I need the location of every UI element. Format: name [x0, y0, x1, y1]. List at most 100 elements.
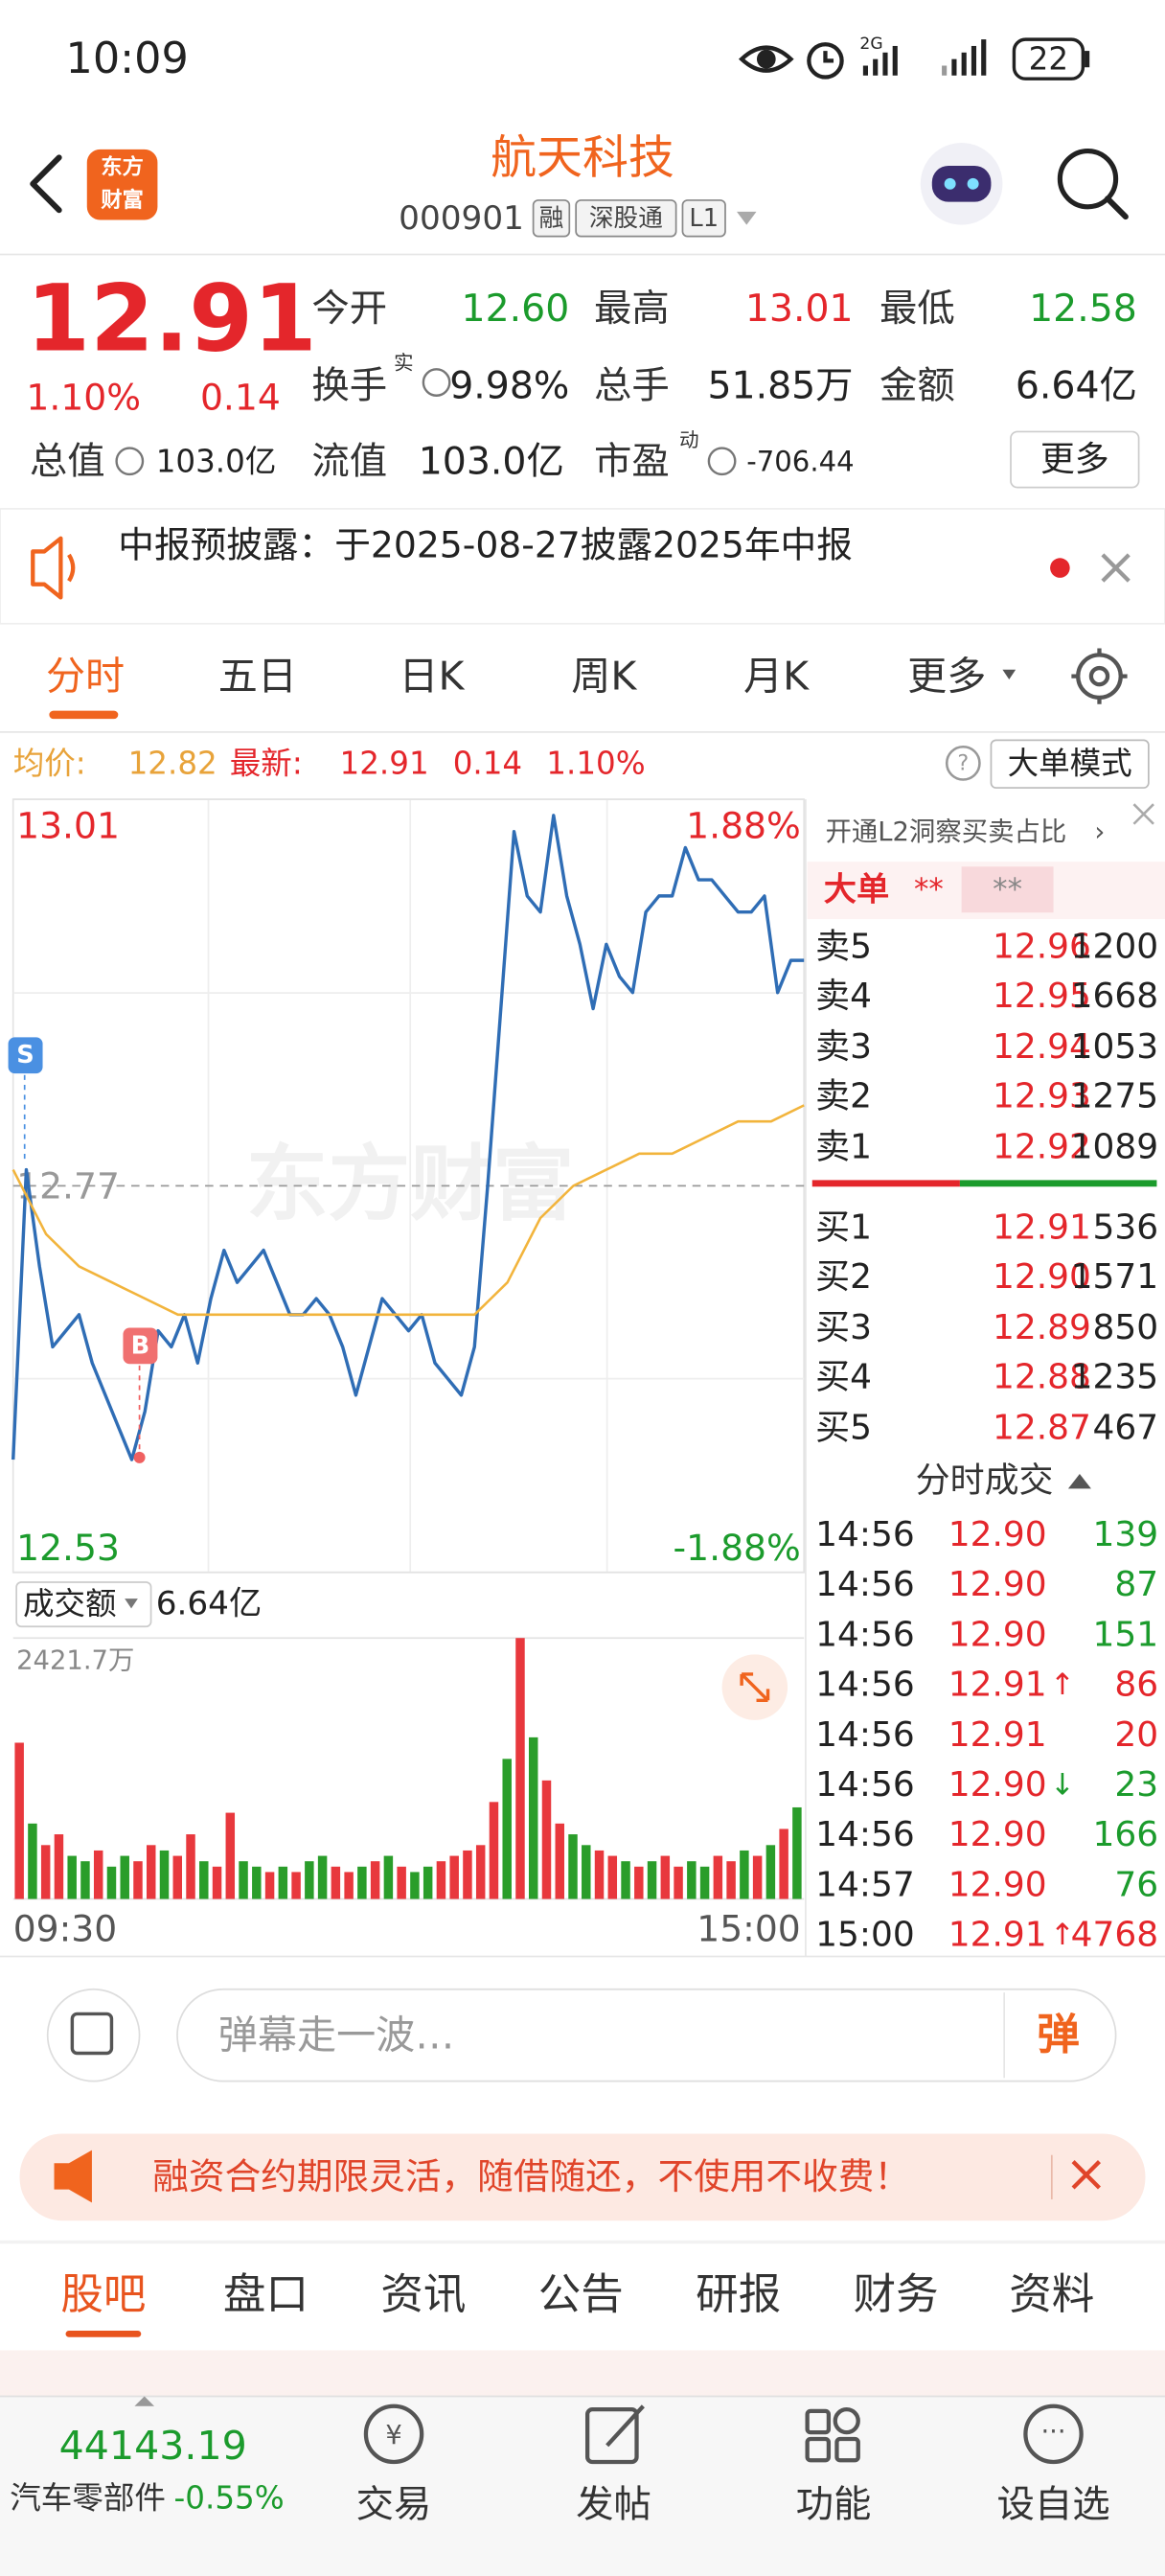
- volume-bar: [278, 1866, 288, 1899]
- badge: [575, 199, 677, 238]
- volume-bar: [14, 1742, 24, 1899]
- gear-teeth: [1071, 648, 1128, 704]
- average-line: [11, 1104, 805, 1317]
- quote-value: 103.0亿: [156, 443, 277, 479]
- assistant-icon[interactable]: [920, 143, 1003, 225]
- trade-price: 12.90: [948, 1865, 1047, 1904]
- nav-item[interactable]: 发帖: [576, 2483, 651, 2527]
- volume-bar: [172, 1855, 182, 1899]
- y2-tick-label: 1.88%: [686, 804, 801, 846]
- nav-item[interactable]: 交易: [356, 2483, 432, 2527]
- battery-level: 22: [1029, 41, 1068, 78]
- volume-bar: [383, 1855, 394, 1899]
- settings-icon[interactable]: [1071, 648, 1128, 704]
- masked-box[interactable]: [961, 866, 1054, 913]
- book-price: 12.88: [993, 1357, 1091, 1396]
- tab[interactable]: 日K: [399, 654, 465, 700]
- ad-banner[interactable]: [19, 2133, 1146, 2221]
- volume-bar: [647, 1861, 657, 1899]
- divider: [0, 2240, 1165, 2244]
- book-price: 12.96: [993, 928, 1091, 967]
- quote-sup: 动: [679, 428, 699, 451]
- trades-title[interactable]: 分时成交: [916, 1460, 1054, 1500]
- volume-bar: [687, 1861, 697, 1899]
- sub-tab[interactable]: 研报: [696, 2270, 781, 2319]
- info-icon[interactable]: [115, 447, 145, 476]
- book-volume: 1200: [1071, 928, 1159, 967]
- sector-name: 汽车零部件: [10, 2480, 166, 2517]
- badge-text: 融: [539, 204, 564, 233]
- y-tick-label: 12.77: [16, 1164, 120, 1207]
- tab[interactable]: 五日: [218, 654, 297, 700]
- volume-bar: [449, 1855, 459, 1899]
- feed-peek: [0, 2350, 1165, 2397]
- masked-value: **: [914, 872, 944, 907]
- trade-price: 12.90: [948, 1815, 1047, 1854]
- logo[interactable]: [86, 149, 158, 220]
- last-price: 12.91: [26, 264, 316, 372]
- sub-tab[interactable]: 财务: [854, 2270, 939, 2319]
- volume-bar: [239, 1861, 248, 1899]
- compose-button[interactable]: [46, 1988, 141, 2082]
- notice-text[interactable]: 中报预披露：于2025-08-27披露2025年中报: [118, 524, 853, 566]
- danmaku-button[interactable]: 弹: [1037, 2011, 1080, 2059]
- l2-promo[interactable]: 开通L2洞察买卖占比: [825, 817, 1066, 847]
- trade-volume: 86: [1114, 1666, 1158, 1705]
- signal-bar: [942, 65, 948, 76]
- sub-tab[interactable]: 股吧: [60, 2270, 146, 2319]
- volume-bar: [740, 1850, 749, 1899]
- trade-volume: 20: [1114, 1715, 1158, 1755]
- tab[interactable]: 周K: [571, 654, 637, 700]
- trade-icon: [363, 2404, 424, 2465]
- info-icon[interactable]: [422, 368, 451, 397]
- trade-time: 14:56: [815, 1515, 915, 1554]
- tab[interactable]: 分时: [46, 654, 125, 700]
- volume-selector[interactable]: [15, 1581, 152, 1628]
- index-value[interactable]: 44143.19: [59, 2423, 247, 2469]
- volume-bar: [410, 1872, 420, 1899]
- close-promo[interactable]: [1132, 803, 1154, 825]
- tab[interactable]: 更多: [907, 654, 986, 700]
- trade-time: 14:56: [815, 1765, 915, 1805]
- sub-tab[interactable]: 资料: [1009, 2270, 1094, 2319]
- dropdown-arrow[interactable]: [736, 211, 757, 225]
- sub-tab[interactable]: 资讯: [380, 2270, 466, 2319]
- status-icons: [738, 42, 844, 80]
- sell-marker[interactable]: [8, 1037, 43, 1074]
- more-button[interactable]: [1010, 430, 1140, 489]
- close-ad[interactable]: [1071, 2160, 1101, 2190]
- alarm-icon: [807, 42, 844, 80]
- volume-bar: [147, 1845, 156, 1899]
- dropdown-arrow: [125, 1598, 138, 1609]
- quote-value: 12.60: [462, 287, 570, 331]
- nav-item[interactable]: 功能: [796, 2483, 872, 2527]
- watch-icon: [1023, 2404, 1084, 2465]
- buy-marker[interactable]: [123, 1327, 158, 1365]
- sub-tab[interactable]: 公告: [538, 2270, 624, 2319]
- volume-bar: [357, 1866, 367, 1899]
- battery: [1012, 37, 1085, 80]
- trade-price: 12.90: [948, 1765, 1047, 1805]
- back-button[interactable]: [30, 154, 62, 214]
- info-icon[interactable]: [707, 447, 737, 476]
- quote-label: 最高: [594, 287, 670, 331]
- comment-input[interactable]: [176, 1988, 1117, 2082]
- stock-name: 航天科技: [491, 130, 674, 184]
- help-icon[interactable]: [945, 745, 981, 781]
- close-notice[interactable]: [1101, 553, 1131, 583]
- trade-volume: 87: [1114, 1565, 1158, 1604]
- chevron: ›: [1094, 817, 1105, 847]
- mode-button[interactable]: [990, 739, 1150, 789]
- nav-item[interactable]: 设自选: [996, 2483, 1109, 2527]
- search-icon[interactable]: [1057, 148, 1119, 210]
- book-price: 12.89: [993, 1308, 1091, 1347]
- trade-time: 14:56: [815, 1815, 915, 1854]
- tab[interactable]: 月K: [743, 654, 810, 700]
- ad-text[interactable]: 融资合约期限灵活，随借随还，不使用不收费！: [152, 2155, 910, 2197]
- func-icon: [805, 2408, 832, 2435]
- volume-bar: [186, 1834, 195, 1899]
- notice-bar[interactable]: [0, 508, 1165, 625]
- quote-label: 今开: [311, 287, 387, 331]
- badge-text: L1: [689, 204, 719, 233]
- sub-tab[interactable]: 盘口: [223, 2270, 308, 2319]
